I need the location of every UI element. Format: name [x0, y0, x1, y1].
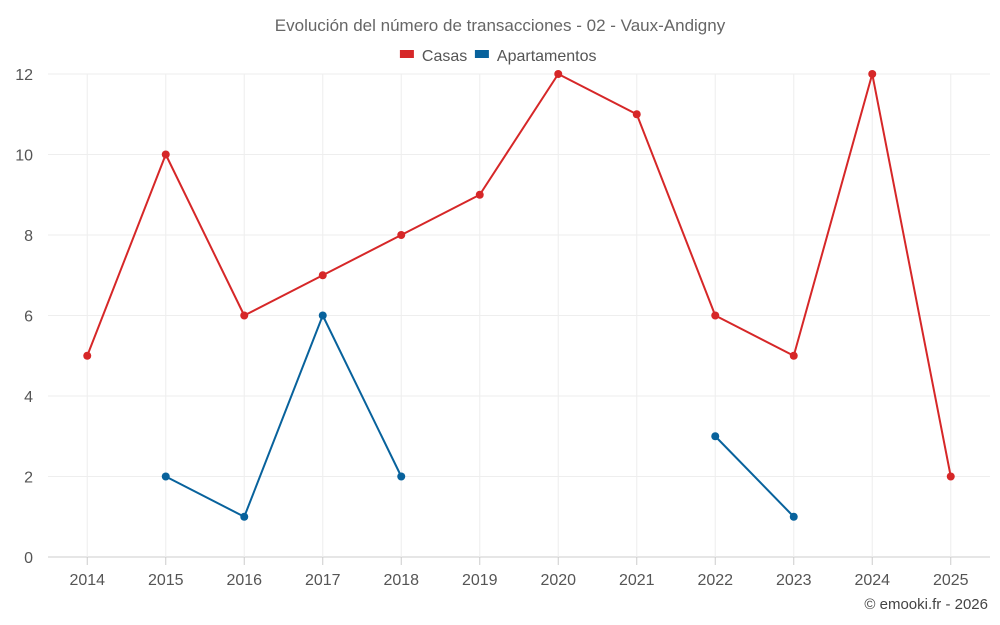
data-point[interactable] [475, 190, 484, 199]
grid [48, 73, 990, 558]
x-tick-label: 2019 [462, 572, 498, 589]
series-line [714, 435, 795, 518]
legend-swatch [474, 50, 489, 58]
x-tick-label: 2021 [619, 572, 655, 589]
legend-item-apartamentos[interactable]: Apartamentos [474, 48, 597, 65]
credit-text: © emooki.fr - 2026 [864, 596, 988, 613]
y-tick-label: 8 [24, 228, 33, 245]
series-line [165, 314, 403, 518]
legend-label: Apartamentos [497, 48, 597, 65]
x-tick-label: 2025 [933, 572, 969, 589]
y-tick-label: 4 [24, 389, 33, 406]
x-tick-label: 2023 [776, 572, 812, 589]
data-point[interactable] [946, 472, 955, 481]
y-axis: 0 2 4 6 8 10 12 [15, 67, 33, 567]
chart-title: Evolución del número de transacciones - … [275, 16, 726, 35]
data-point[interactable] [240, 311, 249, 320]
y-tick-label: 12 [15, 67, 33, 84]
data-point[interactable] [868, 70, 877, 78]
x-tick-label: 2018 [383, 572, 419, 589]
legend-item-casas[interactable]: Casas [399, 48, 467, 65]
data-point[interactable] [318, 271, 327, 280]
data-point[interactable] [318, 311, 327, 320]
x-tick-label: 2014 [69, 572, 105, 589]
series-apartamentos [161, 311, 798, 521]
x-axis: 2014 2015 2016 2017 2018 2019 2020 2021 2022 2023… [69, 557, 969, 589]
series-group [83, 70, 955, 521]
data-point[interactable] [161, 472, 170, 481]
y-tick-label: 10 [15, 148, 33, 165]
legend-swatch [399, 50, 414, 58]
x-tick-label: 2020 [540, 572, 576, 589]
x-tick-label: 2022 [697, 572, 733, 589]
data-point[interactable] [554, 70, 563, 78]
data-point[interactable] [83, 351, 92, 360]
data-point[interactable] [711, 311, 720, 320]
x-tick-label: 2017 [305, 572, 341, 589]
series-line [86, 73, 952, 477]
legend-label: Casas [422, 48, 467, 65]
x-tick-label: 2024 [854, 572, 890, 589]
y-tick-label: 0 [24, 550, 33, 567]
x-tick-label: 2015 [148, 572, 184, 589]
data-point[interactable] [711, 432, 720, 441]
x-tick-label: 2016 [226, 572, 262, 589]
data-point[interactable] [632, 110, 641, 119]
y-tick-label: 6 [24, 309, 33, 326]
data-point[interactable] [397, 472, 406, 481]
legend[interactable]: Casas Apartamentos [399, 48, 597, 65]
data-point[interactable] [240, 512, 249, 521]
data-point[interactable] [789, 351, 798, 360]
y-tick-label: 2 [24, 470, 33, 487]
series-casas [83, 70, 955, 481]
data-point[interactable] [789, 512, 798, 521]
data-point[interactable] [397, 231, 406, 239]
data-point[interactable] [161, 150, 170, 159]
